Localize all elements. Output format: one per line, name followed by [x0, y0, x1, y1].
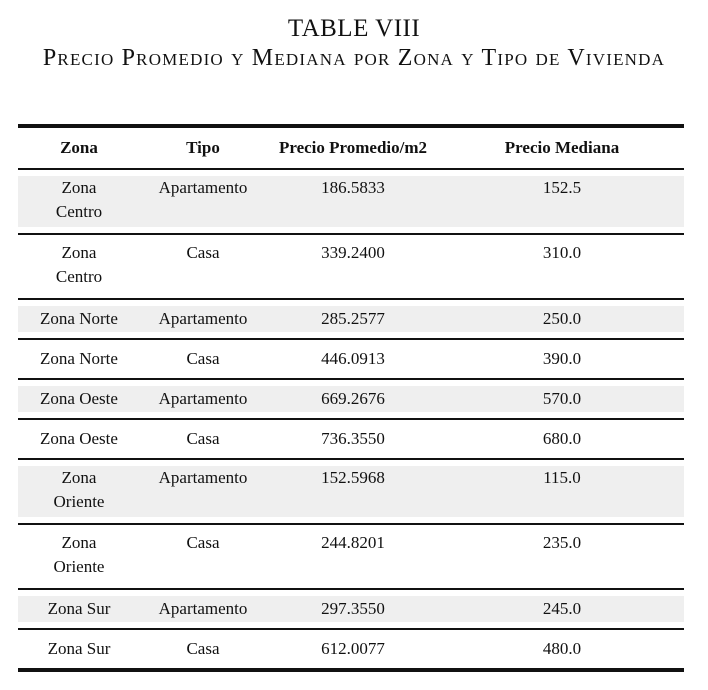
cell-promedio: 339.2400	[321, 243, 385, 262]
cell-promedio: 297.3550	[321, 599, 385, 618]
row-separator	[18, 298, 684, 300]
cell-zona: Zona Centro	[18, 176, 140, 227]
cell-mediana: 115.0	[543, 468, 581, 487]
cell-mediana: 310.0	[542, 243, 582, 262]
cell-mediana: 235.0	[542, 533, 582, 552]
cell-tipo: Apartamento	[158, 389, 248, 408]
row-separator	[18, 338, 684, 340]
cell-mediana: 152.5	[542, 178, 582, 197]
cell-promedio: 186.5833	[321, 178, 385, 197]
cell-zona: Zona Centro	[18, 241, 140, 292]
cell-zona-line1: Zona	[61, 468, 97, 487]
cell-mediana: 480.0	[542, 639, 582, 658]
cell-zona-line1: Zona	[61, 533, 97, 552]
row-separator	[18, 588, 684, 590]
table-row: Zona Sur Casa 612.0077 480.0	[18, 630, 684, 668]
cell-tipo: Apartamento	[158, 599, 248, 618]
cell-zona: Zona Oriente	[18, 466, 140, 517]
cell-tipo: Casa	[186, 639, 220, 658]
cell-zona: Zona Norte	[40, 349, 118, 368]
cell-promedio: 669.2676	[321, 389, 385, 408]
table-row: Zona Oriente Apartamento 152.5968 115.0	[18, 460, 684, 523]
row-separator	[18, 458, 684, 460]
row-separator	[18, 418, 684, 420]
cell-zona-line1: Zona	[61, 243, 97, 262]
top-rule	[18, 124, 684, 128]
cell-zona: Zona Oeste	[40, 389, 118, 408]
row-separator	[18, 378, 684, 380]
cell-tipo: Casa	[186, 243, 220, 262]
cell-promedio: 736.3550	[321, 429, 385, 448]
cell-zona-line2: Centro	[55, 202, 103, 221]
row-separator	[18, 628, 684, 630]
row-separator	[18, 523, 684, 525]
cell-promedio: 152.5968	[321, 468, 385, 487]
cell-promedio: 244.8201	[321, 533, 385, 552]
cell-tipo: Apartamento	[158, 468, 248, 487]
cell-zona: Zona Oeste	[40, 429, 118, 448]
table-header: Zona Tipo Precio Promedio/m2 Precio Medi…	[18, 128, 684, 168]
cell-zona: Zona Oriente	[18, 531, 140, 582]
cell-tipo: Apartamento	[158, 309, 248, 328]
table-row: Zona Oeste Casa 736.3550 680.0	[18, 420, 684, 458]
cell-mediana: 245.0	[542, 599, 582, 618]
cell-zona-line2: Oriente	[53, 557, 105, 576]
cell-zona: Zona Norte	[40, 309, 118, 328]
header-rule	[18, 168, 684, 170]
cell-mediana: 250.0	[542, 309, 582, 328]
cell-mediana: 390.0	[542, 349, 582, 368]
bottom-rule	[18, 668, 684, 672]
cell-tipo: Casa	[186, 349, 220, 368]
cell-zona-line2: Oriente	[53, 492, 105, 511]
row-separator	[18, 233, 684, 235]
cell-promedio: 446.0913	[321, 349, 385, 368]
cell-zona-line2: Centro	[55, 267, 103, 286]
header-precio-mediana: Precio Mediana	[504, 138, 620, 157]
table-row: Zona Oeste Apartamento 669.2676 570.0	[18, 380, 684, 418]
cell-promedio: 285.2577	[321, 309, 385, 328]
header-tipo: Tipo	[186, 138, 220, 157]
cell-zona: Zona Sur	[47, 639, 111, 658]
cell-mediana: 680.0	[542, 429, 582, 448]
header-precio-promedio: Precio Promedio/m2	[278, 138, 428, 157]
cell-zona: Zona Sur	[47, 599, 111, 618]
table-row: Zona Sur Apartamento 297.3550 245.0	[18, 590, 684, 628]
cell-tipo: Casa	[186, 429, 220, 448]
data-table: Zona Tipo Precio Promedio/m2 Precio Medi…	[18, 124, 684, 672]
cell-promedio: 612.0077	[321, 639, 385, 658]
cell-zona-line1: Zona	[61, 178, 97, 197]
table-row: Zona Norte Casa 446.0913 390.0	[18, 340, 684, 378]
table-row: Zona Centro Casa 339.2400 310.0	[18, 235, 684, 298]
table-row: Zona Oriente Casa 244.8201 235.0	[18, 525, 684, 588]
table-number: TABLE VIII	[287, 15, 421, 42]
cell-tipo: Casa	[186, 533, 220, 552]
table-row: Zona Norte Apartamento 285.2577 250.0	[18, 300, 684, 338]
table-row: Zona Centro Apartamento 186.5833 152.5	[18, 170, 684, 233]
cell-mediana: 570.0	[542, 389, 582, 408]
cell-tipo: Apartamento	[158, 178, 248, 197]
header-zona: Zona	[60, 138, 98, 157]
table-title: Precio Promedio y Mediana por Zona y Tip…	[42, 45, 666, 71]
